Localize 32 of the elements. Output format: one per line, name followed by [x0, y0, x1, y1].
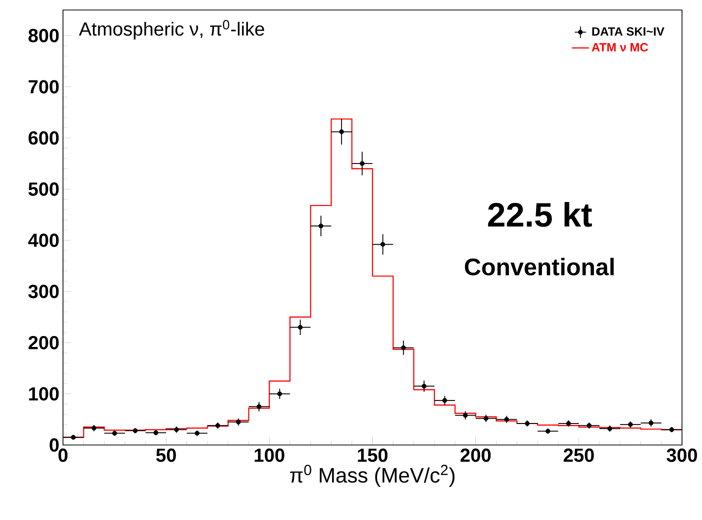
x-tick-label: 200 — [460, 448, 491, 462]
point — [442, 398, 448, 403]
y-tick-label: 200 — [28, 336, 59, 350]
y-tick-label: 800 — [28, 28, 59, 42]
y-tick-label: 100 — [29, 387, 59, 401]
point — [277, 391, 282, 396]
x-tick-label: 250 — [564, 448, 594, 462]
legend-label: ATM ν MC — [592, 43, 648, 52]
x-tick-label: 300 — [666, 448, 698, 462]
point — [380, 242, 386, 247]
point — [256, 404, 262, 410]
y-tick-label: 0 — [50, 438, 59, 452]
x-tick-label: 0 — [58, 448, 68, 462]
point — [318, 224, 324, 228]
annotation: 22.5 kt — [488, 202, 592, 227]
y-tick-label: 700 — [28, 80, 59, 94]
point — [401, 345, 406, 350]
point — [339, 129, 344, 134]
point — [422, 384, 426, 389]
point — [360, 161, 365, 166]
y-tick-label: 600 — [28, 131, 59, 145]
x-axis-title: π$^{0}$ Mass (MeV/c$^{2}$) — [290, 464, 454, 487]
x-tick-label: 150 — [358, 448, 388, 462]
point — [298, 324, 303, 330]
y-tick-label: 500 — [28, 182, 59, 196]
y-tick-label: 300 — [28, 284, 59, 298]
x-tick-label: 50 — [156, 448, 176, 462]
text: Atmospheric ν, π$^{0}$-like — [78, 20, 264, 40]
y-tick-label: 400 — [28, 234, 59, 247]
legend-label: DATA SKI~IV — [592, 27, 664, 36]
x-tick-label: 100 — [254, 448, 284, 462]
annotation: Conventional — [464, 258, 614, 276]
